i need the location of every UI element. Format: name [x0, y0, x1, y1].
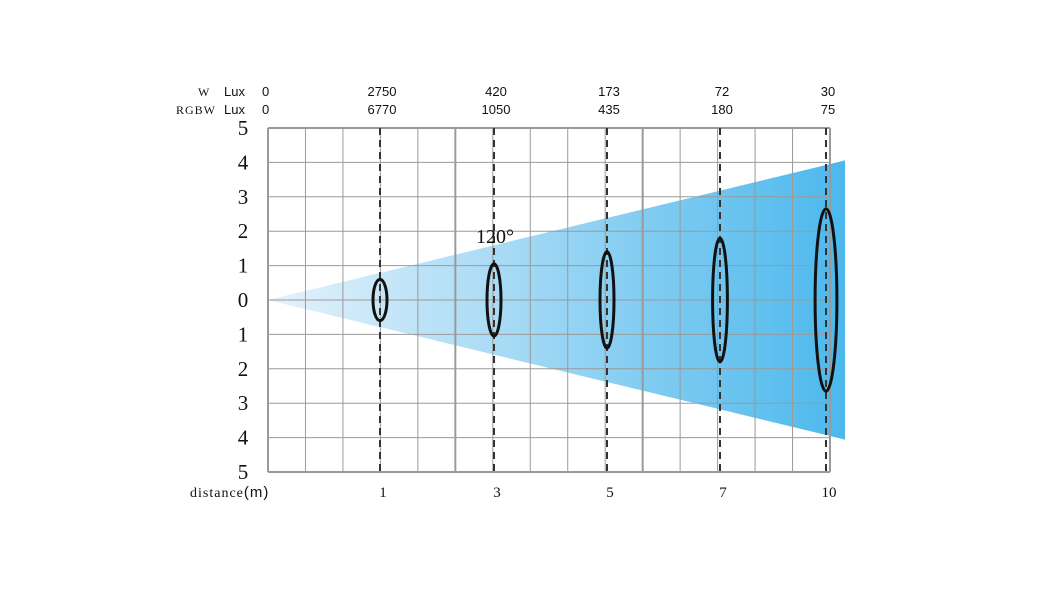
x-tick-7: 7 — [719, 485, 727, 501]
y-tick-label: 1 — [238, 322, 249, 346]
y-tick-label: 0 — [238, 288, 249, 312]
beam-angle-label: 120° — [476, 226, 514, 248]
y-tick-label: 2 — [238, 219, 249, 243]
x-axis-ticks: 1 3 5 7 10 — [379, 485, 836, 501]
x-tick-5: 5 — [606, 485, 614, 501]
w-lux-10m: 30 — [821, 84, 835, 99]
spot-ellipse-10m — [813, 207, 839, 393]
x-tick-1: 1 — [379, 485, 387, 501]
rgbw-lux-5m: 435 — [598, 102, 620, 117]
spot-ellipse-3m — [485, 262, 503, 338]
y-tick-label: 2 — [238, 357, 249, 381]
rgbw-lux-3m: 1050 — [482, 102, 511, 117]
spot-ellipse-1m — [371, 277, 389, 323]
x-axis-title: distance(m) — [190, 484, 269, 501]
rgbw-unit: Lux — [224, 102, 245, 117]
rgbw-lux-1m: 6770 — [368, 102, 397, 117]
y-tick-label: 4 — [238, 150, 249, 174]
y-tick-label: 5 — [238, 460, 249, 484]
y-tick-label: 4 — [238, 426, 249, 450]
y-tick-label: 3 — [238, 391, 249, 415]
y-tick-label: 3 — [238, 185, 249, 209]
origin-rgbw-lux: 0 — [262, 102, 269, 117]
origin-w-lux: 0 — [262, 84, 269, 99]
rgbw-lux-10m: 75 — [821, 102, 835, 117]
w-lux-1m: 2750 — [368, 84, 397, 99]
y-tick-label: 1 — [238, 254, 249, 278]
distance-markers — [379, 128, 827, 472]
y-axis-ticks: 5 4 3 2 1 0 1 2 3 4 5 — [238, 116, 249, 484]
w-lux-3m: 420 — [485, 84, 507, 99]
y-tick-label: 5 — [238, 116, 249, 140]
rgbw-label: RGBW — [176, 103, 216, 117]
rgbw-lux-7m: 180 — [711, 102, 733, 117]
w-label: W — [198, 85, 210, 99]
spot-ellipse-5m — [598, 250, 616, 350]
w-lux-5m: 173 — [598, 84, 620, 99]
x-tick-3: 3 — [493, 485, 501, 501]
lux-values: 2750 6770 420 1050 173 435 72 180 30 75 — [368, 84, 836, 117]
distance-grid — [267, 127, 831, 473]
w-lux-7m: 72 — [715, 84, 729, 99]
w-unit: Lux — [224, 84, 245, 99]
spot-ellipse-7m — [711, 236, 729, 364]
x-tick-10: 10 — [822, 485, 837, 501]
beam-spots — [371, 207, 839, 393]
